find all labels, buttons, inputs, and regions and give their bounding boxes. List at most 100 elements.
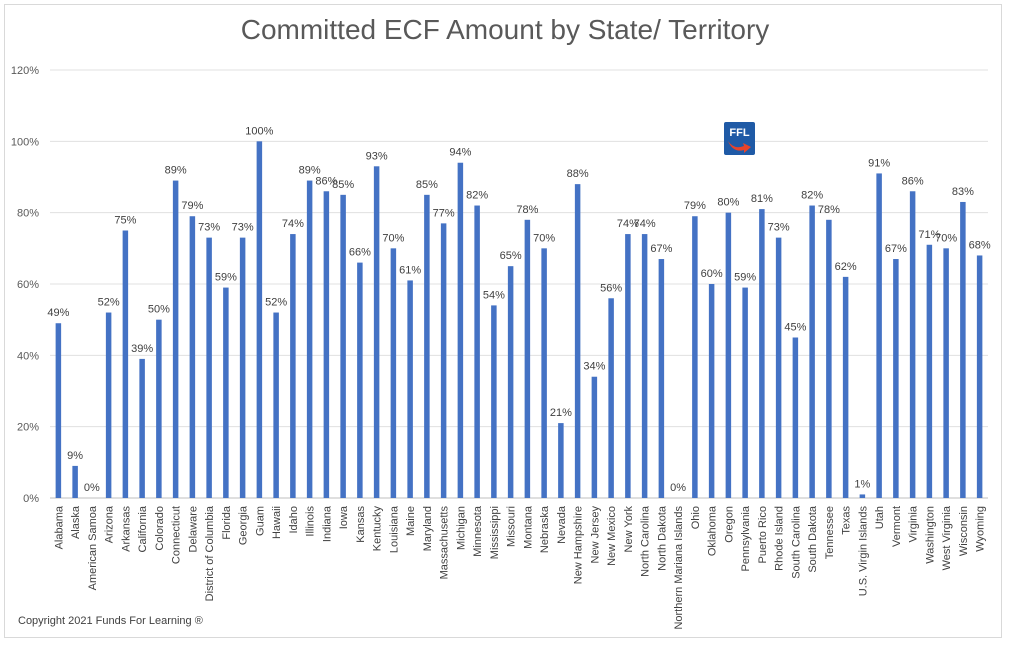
x-tick-label: Puerto Rico [757, 506, 769, 563]
y-tick-label: 120% [11, 65, 39, 77]
x-tick-label: District of Columbia [204, 505, 216, 601]
bar [826, 219, 832, 499]
data-label: 82% [466, 190, 488, 202]
bar [859, 494, 866, 498]
x-tick-label: North Carolina [640, 505, 652, 577]
bar [72, 465, 78, 498]
x-tick-label: Virginia [908, 505, 920, 542]
x-tick-label: Tennessee [824, 506, 836, 559]
bar [156, 319, 162, 498]
bar [558, 423, 564, 498]
data-label: 82% [801, 190, 823, 202]
bar [223, 287, 229, 498]
bar [926, 244, 933, 498]
x-tick-label: Minnesota [472, 505, 484, 557]
bar [625, 234, 631, 499]
x-tick-label: Wyoming [975, 506, 987, 552]
bar [357, 262, 363, 498]
x-tick-label: Indiana [321, 505, 333, 542]
x-tick-label: Nebraska [539, 505, 551, 553]
data-label: 56% [600, 282, 622, 294]
bar [809, 205, 815, 499]
data-label: 74% [617, 218, 639, 230]
x-tick-label: Guam [254, 506, 266, 536]
data-label: 91% [868, 157, 890, 169]
data-label: 74% [634, 218, 656, 230]
y-tick-label: 20% [17, 422, 39, 434]
bar [574, 184, 581, 498]
x-tick-label: Oklahoma [707, 505, 719, 556]
x-tick-label: Colorado [154, 506, 166, 551]
x-tick-label: Kentucky [372, 506, 384, 552]
x-tick-label: Connecticut [171, 506, 183, 564]
bar [306, 180, 313, 499]
data-label: 93% [366, 150, 388, 162]
bar [323, 191, 330, 498]
bar [373, 166, 380, 499]
x-tick-label: Arkansas [120, 506, 132, 552]
x-tick-label: Delaware [187, 506, 199, 552]
ffl-logo: FFL [724, 122, 755, 155]
copyright-text: Copyright 2021 Funds For Learning ® [18, 615, 203, 627]
x-tick-label: California [137, 505, 149, 552]
bar [273, 312, 279, 498]
x-tick-label: Rhode Island [774, 506, 786, 571]
x-tick-label: Montana [522, 505, 534, 549]
bar [340, 194, 346, 499]
data-label: 1% [854, 478, 870, 490]
bar [474, 205, 480, 499]
x-tick-label: U.S. Virgin Islands [857, 506, 869, 597]
y-tick-label: 80% [17, 208, 39, 220]
x-tick-label: Massachusetts [439, 506, 451, 580]
bar [239, 237, 246, 498]
data-label: 73% [768, 222, 790, 234]
bar [440, 223, 447, 498]
bar [641, 234, 648, 499]
data-label: 86% [315, 175, 337, 187]
x-tick-label: Maryland [422, 506, 434, 551]
x-tick-label: New Mexico [606, 506, 618, 566]
x-tick-label: South Dakota [807, 505, 819, 573]
data-label: 89% [299, 165, 321, 177]
data-label: 81% [751, 193, 773, 205]
bar [742, 287, 748, 498]
data-label: 67% [650, 243, 672, 255]
x-tick-label: North Dakota [656, 505, 668, 571]
data-label: 86% [902, 175, 924, 187]
data-label: 54% [483, 289, 505, 301]
data-label: 79% [684, 200, 706, 212]
x-tick-label: Michigan [455, 506, 467, 550]
data-label: 78% [818, 204, 840, 216]
data-label: 73% [232, 222, 254, 234]
data-label: 83% [952, 186, 974, 198]
x-tick-label: Pennsylvania [740, 505, 752, 571]
bar [775, 237, 782, 498]
x-tick-label: Nevada [556, 505, 568, 544]
bar [290, 234, 296, 499]
x-tick-label: Utah [874, 506, 886, 529]
x-tick-label: South Carolina [790, 505, 802, 579]
bar [658, 259, 665, 498]
data-label: 59% [734, 272, 756, 284]
x-tick-label: Idaho [288, 506, 300, 534]
bar [541, 248, 547, 498]
x-tick-label: Texas [841, 506, 853, 535]
data-label: 100% [245, 125, 273, 137]
data-label: 85% [416, 179, 438, 191]
bar [792, 337, 799, 498]
x-tick-label: Hawaii [271, 506, 283, 539]
data-labels: 49% 9% 0% 52% 75% 39% 50% 89% 79% 73% 59% 73% 100% 52… [47, 125, 990, 494]
bar [172, 180, 179, 499]
y-axis-tick-labels: 0% 20% 40% 60% 80% 100% 120% [11, 65, 39, 505]
bar [960, 201, 966, 498]
data-label: 79% [181, 200, 203, 212]
bar [591, 376, 598, 498]
logo-text: FFL [729, 127, 749, 139]
x-tick-label: Missouri [506, 506, 518, 547]
data-label: 50% [148, 304, 170, 316]
bar [708, 284, 715, 498]
bar [524, 219, 531, 499]
data-label: 75% [114, 215, 136, 227]
bar [976, 255, 983, 498]
